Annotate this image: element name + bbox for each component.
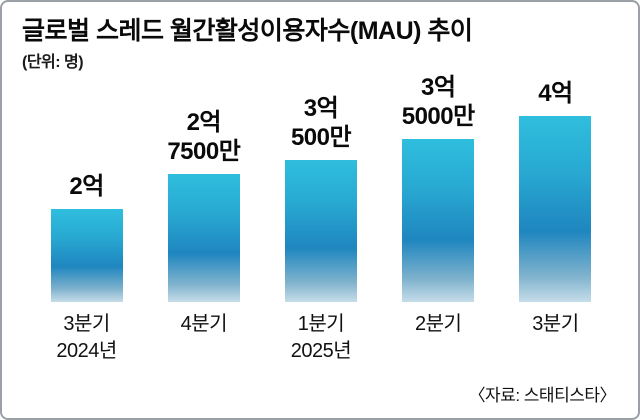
bar [50,209,123,302]
source-caption: 〈자료: 스태티스타〉 [468,386,617,405]
bar-column: 3억 500만 1분기 2025년 [262,74,379,365]
chart-title: 글로벌 스레드 월간활성이용자수(MAU) 추이 [22,17,473,45]
bar [519,116,592,302]
bar-column-top: 3억 5000만 [402,74,475,302]
bar-column: 2억 3분기 2024년 [28,74,145,365]
x-axis-label: 4분기 [180,313,228,335]
bar-column: 2억 7500만 4분기 [145,74,262,365]
bar-column-top: 2억 [50,74,123,302]
bar-value-label: 3억 5000만 [401,74,475,131]
bar-column: 3억 5000만 2분기 [380,74,497,365]
x-axis-label: 1분기 2025년 [290,313,352,362]
bar-column: 4억 3분기 [497,74,614,365]
bar-column-top: 4억 [519,74,592,302]
bar [285,160,357,302]
bar-value-label: 3억 500만 [290,95,352,152]
bar-chart: 2억 3분기 2024년 2억 7500만 4분기 3억 500만 1분기 2025년 3억 5000… [22,74,620,365]
x-axis-label: 2분기 [414,313,462,335]
bar-value-label: 2억 7500만 [167,109,241,166]
bar-value-label: 4억 [538,80,573,108]
unit-label: (단위: 명) [22,54,84,71]
bar [167,174,240,302]
x-axis-label: 3분기 [532,313,579,335]
x-axis-label: 3분기 2024년 [56,313,117,362]
bar-value-label: 2억 [69,173,104,201]
bar-column-top: 3억 500만 [285,74,357,302]
bar [402,139,475,302]
bar-column-top: 2억 7500만 [167,74,241,302]
